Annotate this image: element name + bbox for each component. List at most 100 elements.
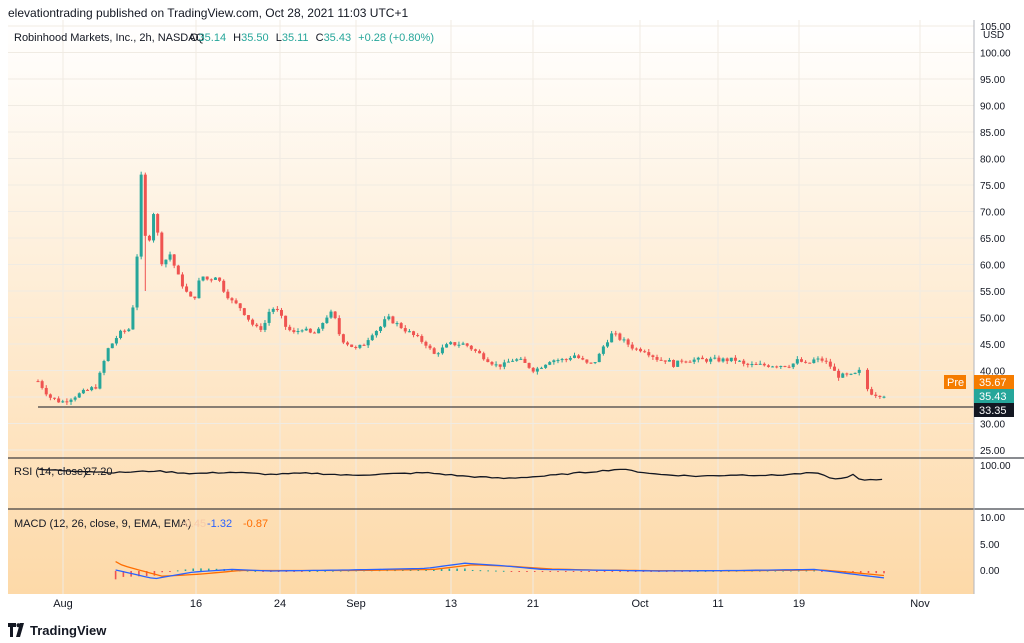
macd-hist-bar bbox=[495, 570, 497, 572]
candle-body bbox=[131, 307, 135, 330]
candle-body bbox=[449, 342, 453, 345]
candle-body bbox=[556, 360, 560, 362]
price-axis-tick: 90.00 bbox=[980, 102, 1005, 113]
footer-brand[interactable]: TradingView bbox=[30, 623, 107, 638]
candle-body bbox=[655, 356, 659, 360]
candle-body bbox=[346, 342, 350, 345]
candle-body bbox=[795, 359, 799, 364]
candle-body bbox=[705, 359, 709, 362]
candle-body bbox=[218, 277, 222, 281]
macd-hist-bar bbox=[557, 571, 559, 572]
macd-hist-bar bbox=[433, 568, 435, 571]
candle-body bbox=[845, 373, 849, 375]
candle-body bbox=[366, 340, 370, 346]
footer: TradingView bbox=[0, 620, 1024, 643]
candle-body bbox=[139, 174, 143, 257]
macd-hist-bar bbox=[541, 571, 544, 573]
candle-body bbox=[696, 357, 700, 360]
macd-hist-bar bbox=[704, 570, 707, 572]
tradingview-logo-icon[interactable] bbox=[8, 623, 26, 637]
candle-body bbox=[263, 322, 267, 330]
macd-hist-bar bbox=[308, 571, 311, 572]
candle-body bbox=[300, 330, 304, 332]
candle-body bbox=[618, 333, 622, 340]
candle-body bbox=[275, 308, 279, 310]
candle-body bbox=[713, 357, 717, 359]
macd-hist-bar bbox=[425, 569, 427, 571]
macd-hist-bar bbox=[122, 571, 125, 577]
price-axis-tick: 60.00 bbox=[980, 261, 1005, 272]
candle-body bbox=[865, 369, 869, 390]
candle-body bbox=[577, 355, 581, 359]
chart-background bbox=[8, 20, 974, 594]
candle-body bbox=[98, 372, 102, 389]
candle-body bbox=[494, 364, 498, 366]
candle-body bbox=[57, 398, 61, 403]
time-axis-tick: 24 bbox=[274, 598, 286, 610]
candle-body bbox=[639, 348, 643, 352]
macd-hist-bar bbox=[549, 571, 552, 572]
candle-body bbox=[428, 345, 432, 349]
candle-body bbox=[482, 353, 486, 360]
legend-h-value: 35.50 bbox=[241, 32, 269, 44]
candle-body bbox=[676, 360, 680, 367]
macd-hist-bar bbox=[518, 571, 521, 572]
candle-body bbox=[601, 346, 605, 354]
candle-body bbox=[519, 358, 523, 360]
macd-hist-bar bbox=[805, 570, 808, 572]
candle-body bbox=[354, 346, 358, 348]
price-axis[interactable]: 105.00 100.00 95.00 90.00 85.00 80.00 75.00 70.… bbox=[980, 22, 1011, 457]
time-axis-tick: Sep bbox=[346, 598, 366, 610]
macd-hist-bar bbox=[533, 571, 536, 572]
candle-body bbox=[271, 308, 275, 312]
candle-body bbox=[172, 254, 176, 266]
candle-body bbox=[606, 342, 610, 347]
price-axis-tick: 105.00 bbox=[980, 22, 1011, 33]
candle-body bbox=[465, 343, 469, 346]
candle-body bbox=[412, 331, 416, 336]
macd-axis-tick: 0.00 bbox=[980, 566, 1000, 577]
time-axis-tick: 16 bbox=[190, 598, 202, 610]
candle-body bbox=[506, 361, 510, 363]
candle-body bbox=[597, 353, 601, 363]
candle-body bbox=[255, 324, 259, 327]
candle-body bbox=[750, 364, 754, 366]
candle-body bbox=[820, 358, 824, 361]
candle-body bbox=[799, 359, 803, 362]
candle-body bbox=[246, 315, 250, 320]
candle-body bbox=[379, 326, 383, 331]
time-axis-tick: Nov bbox=[910, 598, 930, 610]
legend-h-label: H bbox=[233, 32, 241, 44]
candle-body bbox=[180, 274, 184, 287]
candles bbox=[36, 171, 886, 405]
candle-body bbox=[812, 359, 816, 364]
macd-hist-bar bbox=[293, 571, 295, 572]
candle-body bbox=[230, 298, 234, 301]
line-price-badge: 33.35 bbox=[974, 403, 1014, 417]
candle-body bbox=[197, 280, 201, 299]
candle-body bbox=[185, 286, 189, 292]
candle-body bbox=[824, 360, 828, 362]
last-price-badge: 35.43 bbox=[974, 389, 1014, 403]
legend-o-label: O bbox=[190, 32, 199, 44]
candle-body bbox=[251, 319, 255, 325]
candle-body bbox=[362, 344, 366, 346]
candle-body bbox=[308, 328, 312, 333]
candle-body bbox=[828, 361, 832, 367]
macd-hist-bar bbox=[642, 571, 645, 572]
candle-body bbox=[787, 366, 791, 368]
candle-body bbox=[762, 363, 766, 366]
candle-body bbox=[168, 254, 172, 260]
chart-area[interactable]: 105.00 100.00 95.00 90.00 85.00 80.00 75.00 70.… bbox=[0, 18, 1024, 618]
time-axis[interactable]: Aug 16 24 Sep 13 21 Oct 11 19 Nov bbox=[53, 598, 930, 610]
macd-value: -1.32 bbox=[207, 518, 232, 530]
candle-body bbox=[321, 322, 325, 329]
candle-body bbox=[391, 316, 395, 324]
macd-signal-value: -0.87 bbox=[243, 518, 268, 530]
candle-body bbox=[143, 174, 147, 236]
candle-body bbox=[560, 359, 564, 361]
candle-body bbox=[259, 326, 263, 330]
candle-body bbox=[511, 360, 515, 362]
macd-hist-bar bbox=[782, 570, 784, 572]
legend-l-label: L bbox=[276, 32, 282, 44]
